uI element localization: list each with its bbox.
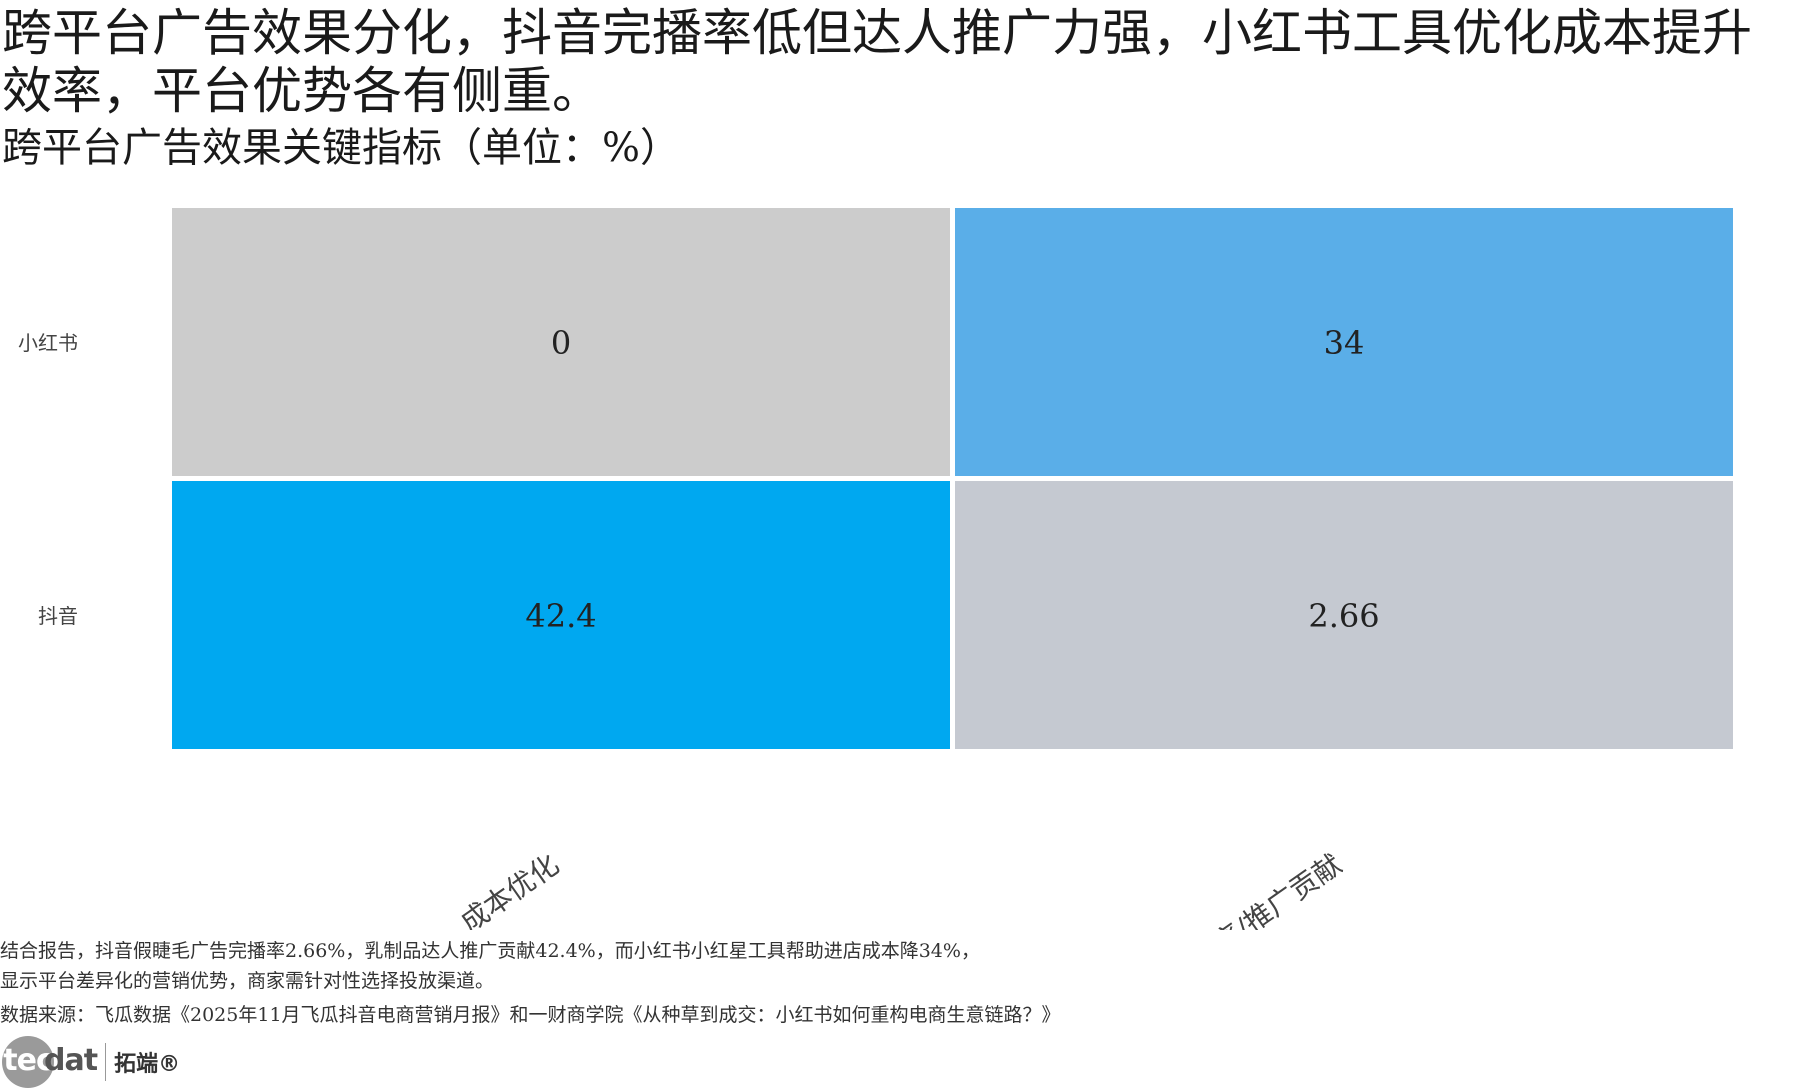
logo-circle: tec [2, 1036, 54, 1088]
logo-divider [105, 1043, 107, 1081]
heatmap-cell [172, 208, 950, 476]
cell-value-label: 2.66 [1308, 597, 1379, 635]
column-label: 成本优化 [454, 848, 565, 930]
data-source: 数据来源：飞瓜数据《2025年11月飞瓜抖音电商营销月报》和一财商学院《从种草到… [0, 1004, 1061, 1026]
tecdat-logo: tecdat 拓端® [2, 1036, 180, 1088]
logo-chinese-text: 拓端® [114, 1052, 181, 1077]
cell-value-label: 42.4 [525, 597, 596, 635]
chart-subtitle: 跨平台广告效果关键指标（单位：%） [2, 125, 681, 171]
heatmap-chart: 小红书 0 34 抖音 42.4 2.66 成本优化 完播率/推广贡献 [18, 208, 1733, 930]
row-label: 抖音 [38, 604, 78, 628]
heatmap-cell [955, 481, 1733, 749]
cell-value-label: 34 [1324, 324, 1365, 362]
heatmap-cell [172, 481, 950, 749]
footnote-line-1: 结合报告，抖音假睫毛广告完播率2.66%，乳制品达人推广贡献42.4%，而小红书… [0, 940, 980, 962]
cell-value-label: 0 [551, 324, 571, 362]
row-label: 小红书 [18, 331, 78, 355]
column-label: 完播率/推广贡献 [1161, 848, 1348, 930]
footnote-line-2: 显示平台差异化的营销优势，商家需针对性选择投放渠道。 [0, 970, 495, 992]
heatmap-cell [955, 208, 1733, 476]
logo-mark-rest: dat [44, 1043, 98, 1078]
chart-headline: 跨平台广告效果分化，抖音完播率低但达人推广力强，小红书工具优化成本提升效率，平台… [2, 4, 1752, 120]
logo-mark: tecdat [2, 1036, 98, 1088]
